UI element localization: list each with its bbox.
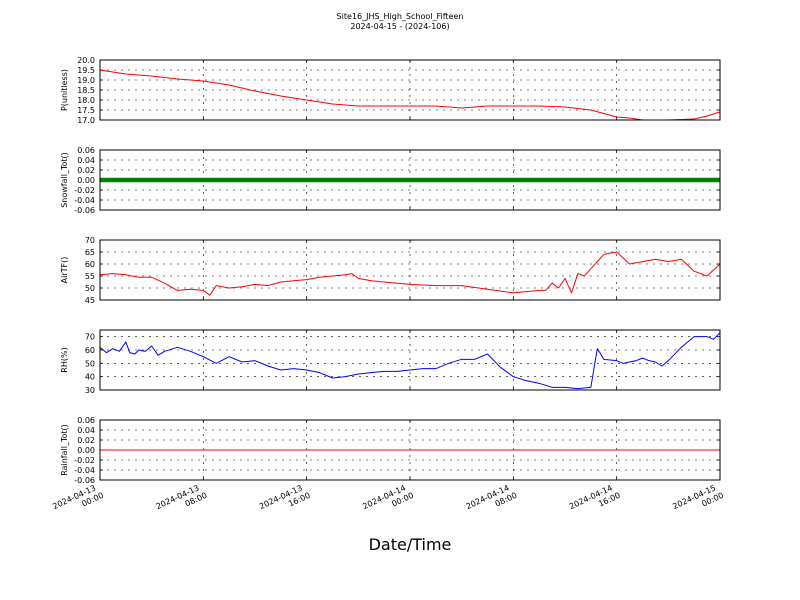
y-axis-label-snowfall: Snowfall_Tot() <box>60 152 69 208</box>
y-tick-label: 60 <box>85 346 95 355</box>
y-tick-label: -0.02 <box>74 456 95 465</box>
panel-snowfall: -0.06-0.04-0.020.000.020.040.06 Snowfall_… <box>60 146 721 215</box>
x-axis-label: Date/Time <box>369 535 452 554</box>
y-tick-label: 0.06 <box>77 146 95 155</box>
y-axis-label-rh: RH(%) <box>60 347 69 372</box>
y-tick-label: 70 <box>85 333 95 342</box>
y-tick-label: 0.02 <box>77 436 95 445</box>
panel-pressure: 17.017.518.018.519.019.520.0 P(unitless) <box>60 56 721 125</box>
y-tick-label: 30 <box>85 386 95 395</box>
y-tick-label: 0.00 <box>77 446 95 455</box>
plot-frame <box>99 59 721 121</box>
y-tick-label: 17.5 <box>77 106 95 115</box>
y-tick-label: 40 <box>85 373 95 382</box>
plot-frame <box>99 149 721 211</box>
y-tick-label: 65 <box>85 248 95 257</box>
y-tick-label: 45 <box>85 296 95 305</box>
series-pressure <box>99 69 721 121</box>
y-tick-label: 19.0 <box>77 76 95 85</box>
y-tick-label: 18.5 <box>77 86 95 95</box>
y-tick-label: -0.02 <box>74 186 95 195</box>
y-tick-label: 18.0 <box>77 96 95 105</box>
y-tick-label: 50 <box>85 284 95 293</box>
y-tick-label: 17.0 <box>77 116 95 125</box>
y-tick-label: 60 <box>85 260 95 269</box>
y-tick-label: 0.02 <box>77 166 95 175</box>
panel-rh: 30 40 50 60 70 RH(%) <box>60 329 721 395</box>
series-airtf <box>99 251 721 296</box>
y-tick-label: -0.06 <box>74 206 95 215</box>
y-axis-label-pressure: P(unitless) <box>60 69 69 111</box>
y-tick-label: 0.04 <box>77 156 95 165</box>
y-tick-label: 19.5 <box>77 66 95 75</box>
series-rh <box>99 332 721 390</box>
y-tick-label: 55 <box>85 272 95 281</box>
y-tick-label: -0.04 <box>74 466 95 475</box>
plot-frame <box>99 239 721 301</box>
chart-title: Site16_JHS_High_School_Fifteen <box>337 12 464 21</box>
y-tick-label: -0.04 <box>74 196 95 205</box>
plot-frame <box>99 419 721 481</box>
y-tick-label: 0.00 <box>77 176 95 185</box>
y-tick-label: -0.06 <box>74 476 95 485</box>
y-axis-label-airtf: AirTF() <box>60 257 69 284</box>
panel-rainfall: -0.06-0.04-0.020.000.020.040.06 Rainfall_… <box>60 416 721 485</box>
chart-subtitle: 2024-04-15 - (2024-106) <box>350 22 449 31</box>
y-tick-label: 70 <box>85 236 95 245</box>
y-axis-label-rainfall: Rainfall_Tot() <box>60 424 69 476</box>
y-tick-label: 0.06 <box>77 416 95 425</box>
plot-frame <box>99 329 721 391</box>
panel-airtf: 45 50 55 60 65 70 AirTF() <box>60 236 721 305</box>
y-tick-label: 50 <box>85 359 95 368</box>
y-tick-label: 20.0 <box>77 56 95 65</box>
panels: 17.017.518.018.519.019.520.0 P(unitless) -… <box>60 56 721 485</box>
y-tick-label: 0.04 <box>77 426 95 435</box>
